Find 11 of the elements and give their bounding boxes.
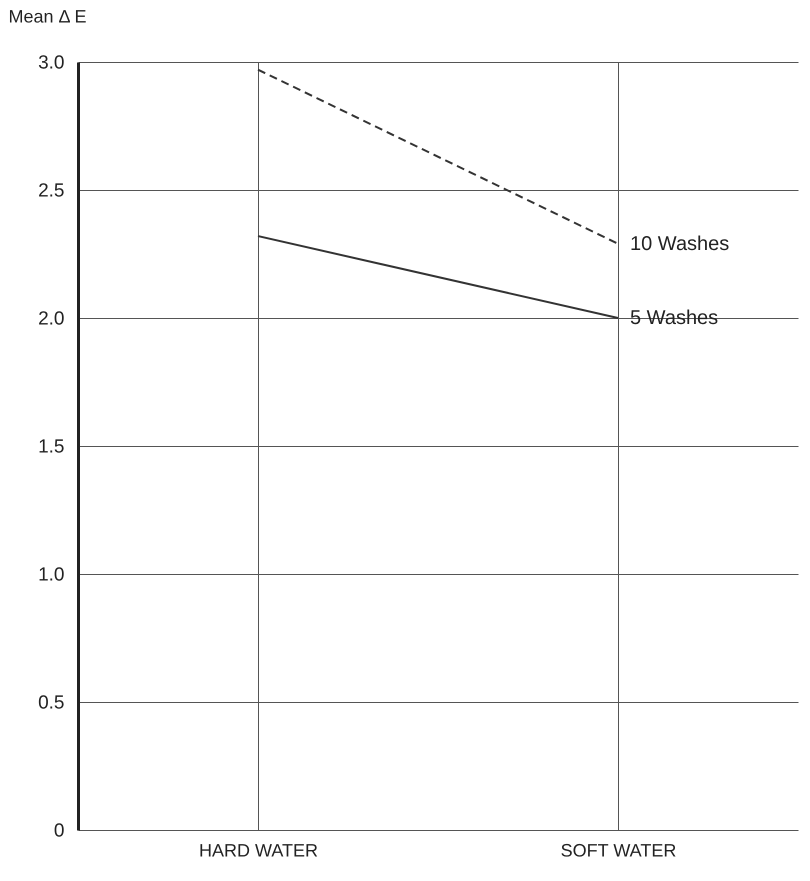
- y-tick-label: 1.0: [38, 564, 64, 586]
- y-tick-label: 2.5: [38, 180, 64, 202]
- x-tick-label: SOFT WATER: [560, 840, 676, 860]
- y-tick-label: 0: [54, 820, 64, 842]
- y-tick-label: 3.0: [38, 52, 64, 74]
- y-tick-label: 0.5: [38, 692, 64, 714]
- y-axis-title: Mean Δ E: [8, 6, 87, 26]
- y-tick-label: 2.0: [38, 308, 64, 330]
- x-tick-label: HARD WATER: [199, 840, 318, 860]
- series-label: 10 Washes: [630, 232, 730, 255]
- y-tick-label: 1.5: [38, 436, 64, 458]
